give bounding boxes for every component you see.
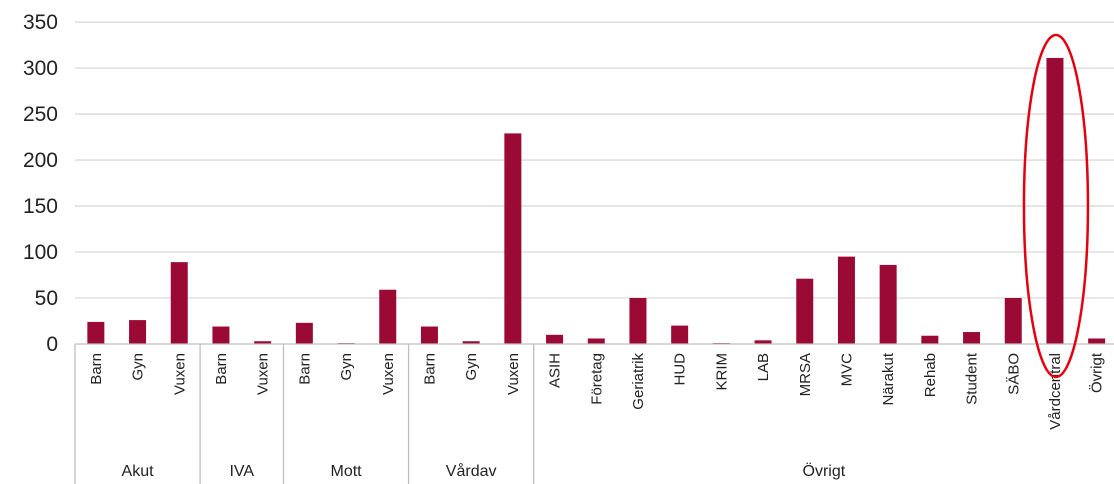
y-tick-label: 50: [35, 287, 58, 310]
bar: [129, 320, 146, 344]
y-tick-label: 250: [23, 103, 58, 126]
y-tick-label: 150: [23, 195, 58, 218]
x-tick-label: Vuxen: [171, 353, 188, 395]
bar: [921, 336, 938, 344]
x-tick-label: ASIH: [547, 353, 564, 388]
bars: [87, 58, 1105, 344]
group-label: Akut: [122, 463, 155, 480]
x-tick-label: Vuxen: [505, 353, 522, 395]
x-tick-label: Rehab: [922, 353, 939, 397]
group-label: Övrigt: [803, 462, 846, 480]
x-axis-tick-labels: Barn Gyn Vuxen Barn Vuxen Barn Gyn Vuxen Barn Gyn…: [88, 352, 1106, 430]
x-tick-label: Vuxen: [380, 353, 397, 395]
bar: [796, 279, 813, 344]
x-tick-label: Barn: [88, 353, 105, 385]
y-tick-label: 300: [23, 57, 58, 80]
x-tick-label: SÄBO: [1005, 353, 1022, 395]
bar: [671, 326, 688, 344]
x-tick-label: Företag: [588, 353, 605, 405]
y-tick-label: 350: [23, 11, 58, 34]
bar: [1005, 298, 1022, 344]
x-tick-label: Gyn: [338, 353, 355, 381]
y-axis-tick-labels: 0 50 100 150 200 250 300 350: [23, 11, 58, 356]
group-label: Mott: [330, 463, 362, 480]
x-tick-label: Gyn: [463, 353, 480, 381]
y-tick-label: 200: [23, 149, 58, 172]
x-tick-label: Vuxen: [255, 353, 272, 395]
bar: [296, 323, 313, 344]
bar: [1046, 58, 1063, 344]
y-tick-label: 0: [46, 333, 58, 356]
bar: [421, 327, 438, 344]
x-tick-label: Närakut: [880, 352, 897, 405]
bar: [87, 322, 104, 344]
bar: [588, 338, 605, 344]
bar: [1088, 338, 1105, 344]
bar: [963, 332, 980, 344]
bar: [546, 335, 563, 344]
gridlines: [75, 22, 1114, 298]
bar: [880, 265, 897, 344]
x-tick-label: Student: [964, 352, 981, 405]
bar: [838, 257, 855, 344]
group-label: Vårdav: [446, 462, 497, 480]
x-tick-label: Barn: [213, 353, 230, 385]
x-tick-label: MRSA: [797, 353, 814, 396]
x-tick-label: Barn: [421, 353, 438, 385]
x-tick-label: HUD: [672, 353, 689, 386]
group-label: IVA: [229, 463, 254, 480]
x-tick-label: Barn: [296, 353, 313, 385]
bar: [171, 262, 188, 344]
bar: [212, 327, 229, 344]
x-tick-label: MVC: [838, 353, 855, 387]
bar: [504, 133, 521, 344]
x-tick-label: Övrigt: [1088, 352, 1106, 393]
x-tick-label: Vårdcentral: [1047, 353, 1064, 430]
x-tick-label: Gyn: [130, 353, 147, 381]
bar: [629, 298, 646, 344]
x-tick-label: KRIM: [713, 353, 730, 391]
y-tick-label: 100: [23, 241, 58, 264]
x-tick-label: LAB: [755, 353, 772, 381]
bar: [379, 290, 396, 344]
x-tick-label: Geriatrik: [630, 353, 647, 410]
